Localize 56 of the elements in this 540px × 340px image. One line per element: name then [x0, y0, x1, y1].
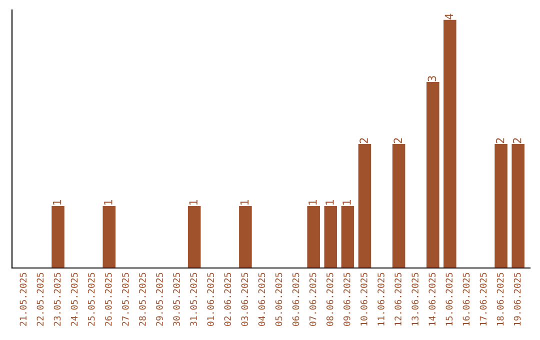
data-label: 2 — [360, 138, 368, 144]
data-label: 1 — [240, 200, 249, 205]
data-label: 3 — [428, 76, 436, 82]
x-tick-label: 03.06.2025 — [241, 272, 248, 326]
bar — [426, 82, 440, 268]
x-tick-label: 26.05.2025 — [104, 272, 112, 326]
data-label: 2 — [394, 138, 402, 144]
x-tick-label: 30.05.2025 — [173, 272, 180, 326]
data-label: 1 — [189, 200, 198, 205]
bar — [358, 144, 372, 268]
data-label: 1 — [308, 200, 317, 205]
data-label: 1 — [342, 200, 351, 205]
data-label: 1 — [104, 200, 112, 205]
bar — [52, 206, 64, 268]
x-tick-label: 21.05.2025 — [20, 272, 27, 326]
bar — [494, 144, 508, 268]
x-tick-label: 04.06.2025 — [258, 272, 266, 326]
x-tick-label: 11.06.2025 — [378, 272, 384, 326]
bar — [444, 20, 456, 268]
x-tick-label: 05.06.2025 — [275, 272, 282, 326]
x-tick-label: 29.05.2025 — [156, 272, 163, 326]
data-label: 2 — [496, 138, 504, 144]
bar — [239, 206, 252, 268]
x-tick-label: 28.05.2025 — [139, 272, 146, 326]
bar — [307, 206, 320, 268]
x-tick-label: 02.06.2025 — [224, 272, 232, 326]
data-label: 1 — [53, 200, 62, 205]
data-label: 1 — [326, 200, 334, 205]
x-tick-label: 25.05.2025 — [88, 272, 95, 326]
x-tick-label: 07.06.2025 — [309, 272, 316, 326]
bar — [512, 144, 524, 268]
x-tick-label: 08.06.2025 — [326, 272, 334, 326]
x-tick-label: 06.06.2025 — [292, 272, 300, 326]
x-tick-label: 23.05.2025 — [54, 272, 61, 326]
x-tick-label: 16.06.2025 — [462, 272, 470, 326]
bar — [341, 206, 354, 268]
x-tick-label: 22.05.2025 — [36, 272, 44, 326]
x-tick-label: 31.05.2025 — [190, 272, 197, 326]
data-label: 2 — [512, 138, 522, 144]
bar — [102, 206, 116, 268]
x-tick-label: 18.06.2025 — [496, 272, 504, 326]
x-tick-label: 13.06.2025 — [412, 272, 418, 326]
bar — [324, 206, 338, 268]
data-label: 4 — [444, 14, 454, 20]
bar — [188, 206, 201, 268]
x-tick-label: 15.06.2025 — [446, 272, 453, 326]
x-tick-label: 12.06.2025 — [394, 272, 402, 326]
x-tick-label: 01.06.2025 — [207, 272, 214, 326]
x-tick-label: 24.05.2025 — [70, 272, 78, 326]
x-tick-label: 27.05.2025 — [122, 272, 129, 326]
x-tick-label: 09.06.2025 — [343, 272, 350, 326]
x-tick-label: 14.06.2025 — [428, 272, 436, 326]
bar — [392, 144, 406, 268]
x-tick-label: 10.06.2025 — [360, 272, 368, 326]
x-tick-label: 19.06.2025 — [514, 272, 521, 326]
x-tick-label: 17.06.2025 — [480, 272, 487, 326]
